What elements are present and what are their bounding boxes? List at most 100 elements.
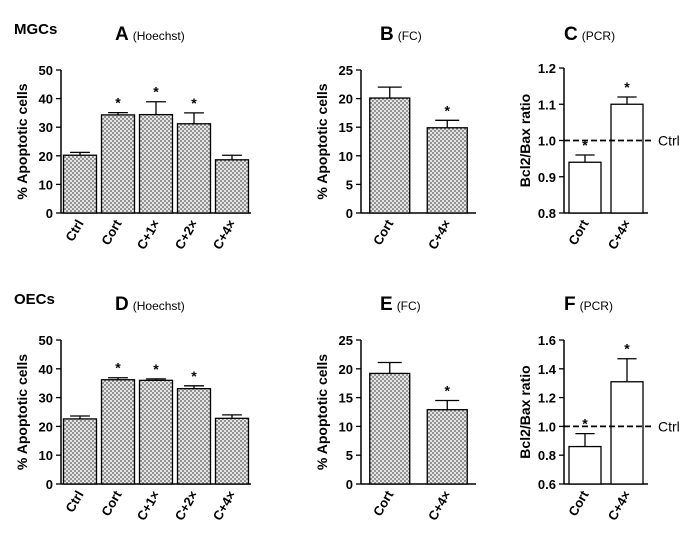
panel-method: (Hoechst): [133, 299, 185, 313]
bar-d-1: [100, 379, 136, 485]
bar-a-4: [214, 159, 250, 214]
panel-letter: F: [564, 294, 576, 315]
x-category-label: Ctrl: [62, 488, 86, 515]
significance-star: *: [115, 360, 121, 376]
y-tick-label: 0.9: [538, 170, 556, 185]
y-tick-label: 0: [346, 206, 353, 221]
chart-panel-a: A (Hoechst) 0 10 20 30 40 50 % Apoptotic cells Ct…: [14, 24, 251, 252]
y-tick-label: 0.8: [538, 448, 556, 463]
y-axis-label: Bcl2/Bax ratio: [517, 365, 533, 458]
panel-method: (FC): [397, 299, 421, 313]
y-tick-label: 25: [339, 63, 353, 78]
chart-panel-b: B (FC) 0 5 10 15 20 25 % Apoptotic cells Cort * C+4…: [314, 24, 476, 252]
bar-b-0: [369, 97, 411, 214]
x-category-label: C+4×: [210, 488, 239, 523]
panel-method: (PCR): [580, 299, 613, 313]
chart-panel-d: D (Hoechst) 0 10 20 30 40 50 % Apoptotic cells Ct…: [14, 294, 251, 523]
y-axis-label: % Apoptotic cells: [314, 83, 330, 199]
x-category-label: C+2×: [172, 488, 201, 523]
x-category-label: C+1×: [134, 488, 163, 523]
bar-b-1: [426, 127, 468, 214]
x-category-label: C+4×: [210, 217, 239, 252]
x-category-label: C+4×: [605, 217, 634, 252]
bar-c-0: [568, 161, 602, 214]
significance-star: *: [191, 368, 197, 384]
y-axis-label: % Apoptotic cells: [14, 83, 30, 199]
bar-a-1: [100, 114, 136, 214]
bar-d-2: [138, 379, 174, 485]
significance-star: *: [445, 102, 451, 118]
y-tick-label: 15: [339, 120, 353, 135]
reference-label: Ctrl: [658, 418, 680, 434]
y-tick-label: 1.4: [538, 362, 557, 377]
bar-f-1: [610, 381, 644, 485]
y-tick-label: 40: [39, 92, 53, 107]
row-label-oecs: OECs: [14, 291, 55, 308]
y-tick-label: 0: [46, 206, 53, 221]
bar-a-2: [138, 113, 174, 214]
y-tick-label: 50: [39, 333, 53, 348]
significance-star: *: [582, 416, 588, 432]
y-tick-label: 5: [346, 177, 353, 192]
y-tick-label: 5: [346, 448, 353, 463]
bar-d-4: [214, 417, 250, 485]
panel-letter: D: [115, 294, 129, 315]
y-tick-label: 40: [39, 362, 53, 377]
significance-star: *: [115, 95, 121, 111]
y-tick-label: 1.2: [538, 61, 556, 76]
significance-star: *: [191, 95, 197, 111]
row-label-mgcs: MGCs: [14, 21, 57, 38]
x-category-label: Ctrl: [62, 217, 86, 244]
x-category-label: Cort: [98, 216, 125, 247]
panel-title: A (Hoechst): [115, 24, 185, 45]
bar-f-0: [568, 445, 602, 485]
panel-title: D (Hoechst): [115, 294, 185, 315]
bar-d-0: [62, 418, 98, 485]
panel-title: B (FC): [380, 24, 422, 45]
y-tick-label: 0: [46, 477, 53, 492]
y-tick-label: 1.2: [538, 391, 556, 406]
panel-title: F (PCR): [564, 294, 613, 315]
x-category-label: Cort: [370, 216, 397, 247]
y-tick-label: 30: [39, 120, 53, 135]
x-category-label: C+2×: [172, 217, 201, 252]
y-tick-label: 1.1: [538, 97, 556, 112]
y-tick-label: 0.6: [538, 477, 556, 492]
bar-c-1: [610, 103, 644, 214]
bar-a-3: [176, 123, 212, 214]
x-category-label: Cort: [565, 487, 592, 518]
panel-method: (Hoechst): [133, 29, 185, 43]
y-axis-label: Bcl2/Bax ratio: [517, 94, 533, 187]
x-category-label: Cort: [98, 487, 125, 518]
y-tick-label: 15: [339, 391, 353, 406]
y-tick-label: 25: [339, 333, 353, 348]
y-tick-label: 10: [339, 419, 353, 434]
significance-star: *: [153, 361, 159, 377]
bar-a-0: [62, 154, 98, 214]
y-tick-label: 10: [39, 448, 53, 463]
y-tick-label: 1.0: [538, 134, 556, 149]
bar-d-3: [176, 388, 212, 485]
panel-title: E (FC): [380, 294, 421, 315]
x-category-label: C+4×: [605, 488, 634, 523]
panel-letter: C: [564, 24, 578, 45]
bar-e-1: [426, 409, 468, 485]
y-tick-label: 1.6: [538, 333, 556, 348]
y-tick-label: 1.0: [538, 419, 556, 434]
significance-star: *: [582, 137, 588, 153]
y-tick-label: 20: [39, 149, 53, 164]
panel-letter: B: [380, 24, 394, 45]
panel-letter: A: [115, 24, 129, 45]
panel-letter: E: [380, 294, 393, 315]
significance-star: *: [153, 84, 159, 100]
y-tick-label: 50: [39, 63, 53, 78]
significance-star: *: [445, 382, 451, 398]
panel-method: (PCR): [582, 29, 615, 43]
y-tick-label: 0.8: [538, 206, 556, 221]
chart-panel-f: F (PCR) 0.6 0.8 1.0 1.2 1.4 1.6 Bcl2/Bax ratio * C…: [517, 294, 680, 523]
y-axis-label: % Apoptotic cells: [14, 354, 30, 470]
y-tick-label: 20: [339, 92, 353, 107]
x-category-label: Cort: [565, 216, 592, 247]
